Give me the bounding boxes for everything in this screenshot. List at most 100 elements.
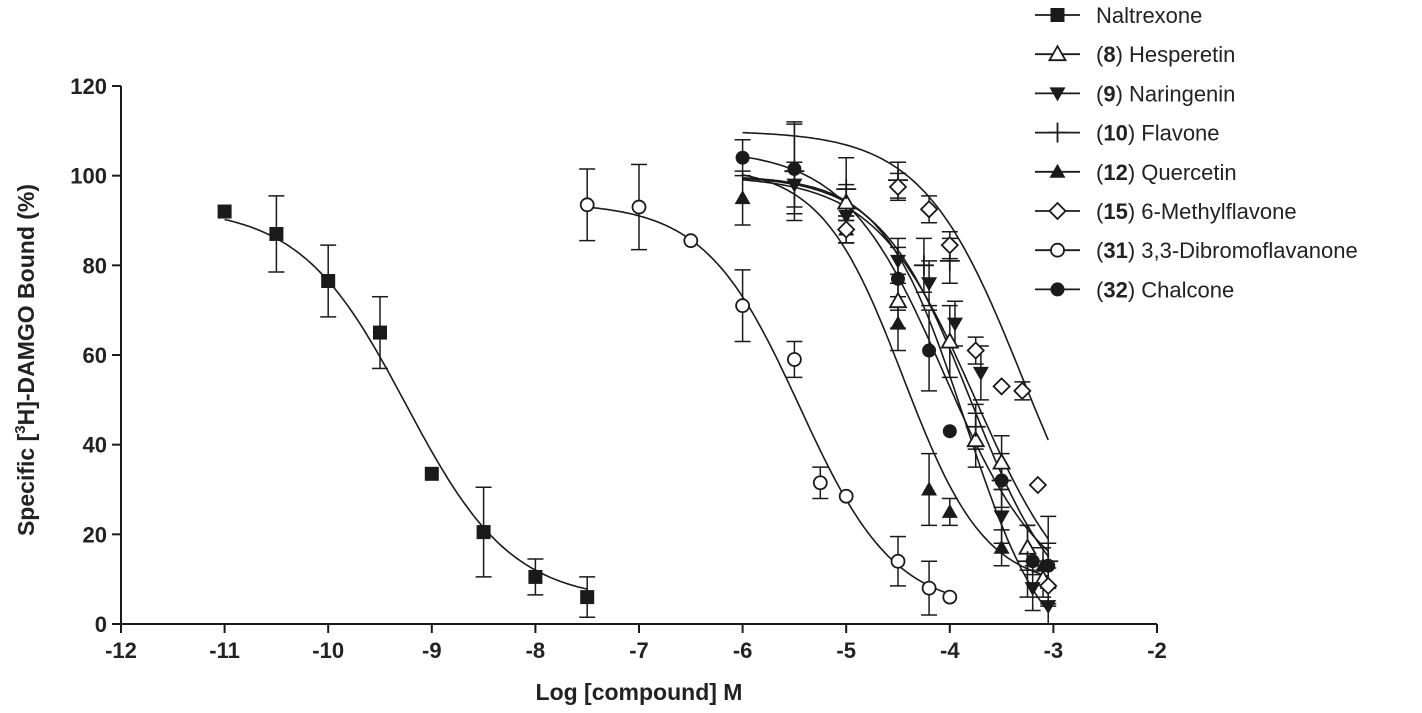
marker-naltrexone [476,525,491,540]
marker-legend-hesperetin [1047,44,1068,62]
marker-hesperetin [940,331,960,349]
legend-label: (15) 6-Methylflavone [1096,199,1297,224]
x-tick-label: -5 [836,638,856,663]
y-tick-label: 0 [95,612,107,637]
marker-chalcone [994,473,1009,488]
marker-naringenin [972,366,989,381]
marker-hesperetin [992,452,1012,470]
marker-6-methylflavone [966,341,985,360]
marker-naltrexone [373,325,387,340]
marker-chalcone [922,343,937,358]
marker-naringenin [921,277,938,292]
marker-naringenin [1040,600,1057,615]
x-tick-label: -3 [1044,638,1064,663]
marker-chalcone [891,271,905,286]
x-tick-label: -6 [733,638,753,663]
marker-naringenin [786,178,803,193]
marker-3-3-dibromoflavanone [787,352,802,367]
legend-item-quercetin: (12) Quercetin [1035,160,1237,185]
legend-item-flavone: (10) Flavone [1035,121,1220,146]
marker-naltrexone [269,226,284,241]
marker-naltrexone [528,569,543,584]
marker-chalcone [735,150,750,165]
marker-legend-naringenin [1049,87,1066,102]
axes: -12 -11 -10 -9 -8 -7 -6 -5 -4 -3 -2 0 20 40 60 80 100 120… [12,74,1167,705]
marker-3-3-dibromoflavanone [838,488,854,504]
marker-naringenin [890,254,906,269]
marker-6-methylflavone [940,235,960,255]
marker-3-3-dibromoflavanone [579,197,595,213]
fit-curve-chalcone [742,155,1049,552]
marker-naringenin [993,510,1010,525]
marker-naringenin [1024,582,1041,597]
marker-naltrexone [321,274,336,289]
legend-item-chalcone: (32) Chalcone [1035,277,1234,302]
marker-chalcone [942,424,957,439]
marker-6-methylflavone [992,377,1011,396]
fit-curve-naringenin [742,177,1049,557]
y-tick-label: 80 [83,253,107,278]
legend-item-naringenin: (9) Naringenin [1035,81,1235,106]
marker-3-3-dibromoflavanone [812,475,828,491]
legend-item-naltrexone: Naltrexone [1035,3,1202,28]
y-tick-label: 60 [83,343,107,368]
legend-label: (31) 3,3-Dibromoflavanone [1096,238,1358,263]
marker-6-methylflavone [1013,381,1032,401]
marker-chalcone [787,161,802,176]
marker-quercetin [890,315,906,330]
marker-naringenin [946,317,963,332]
legend-item-3-3-dibromoflavanone: (31) 3,3-Dibromoflavanone [1035,238,1358,263]
fit-curve-naltrexone [224,218,588,590]
legend-label: (8) Hesperetin [1096,42,1235,67]
marker-naltrexone [580,590,595,605]
legend-item-hesperetin: (8) Hesperetin [1035,42,1235,67]
marker-legend-6-methylflavone [1048,201,1067,221]
marker-quercetin [734,190,751,205]
marker-6-methylflavone [919,200,939,219]
marker-flavone [965,416,986,437]
legend-label: (32) Chalcone [1096,277,1234,302]
marker-legend-quercetin [1049,163,1066,178]
marker-naltrexone [217,204,232,219]
marker-legend-3-3-dibromoflavanone [1050,242,1065,258]
marker-hesperetin [836,192,856,210]
marker-3-3-dibromoflavanone [890,553,906,569]
legend-label: (10) Flavone [1096,121,1220,146]
marker-6-methylflavone [836,220,856,239]
marker-3-3-dibromoflavanone [942,589,958,605]
x-tick-label: -2 [1147,638,1167,663]
x-tick-label: -10 [312,638,344,663]
legend-item-6-methylflavone: (15) 6-Methylflavone [1035,199,1297,224]
y-tick-label: 100 [70,164,107,189]
marker-3-3-dibromoflavanone [683,233,699,249]
legend-label: (12) Quercetin [1096,160,1237,185]
marker-3-3-dibromoflavanone [921,580,937,596]
marker-naringenin [838,210,855,225]
marker-legend-chalcone [1050,282,1065,297]
x-axis-title: Log [compound] M [536,679,743,705]
data-markers [217,150,1059,615]
marker-3-3-dibromoflavanone [631,199,647,215]
y-axis-title: Specific [3H]-DAMGO Bound (%) [12,184,39,536]
marker-6-methylflavone [1028,475,1048,495]
x-tick-label: -11 [209,638,240,663]
marker-hesperetin [888,291,908,309]
y-tick-label: 120 [70,74,107,99]
x-tick-label: -12 [105,638,137,663]
x-tick-label: -8 [526,638,546,663]
marker-naltrexone [424,466,439,481]
x-tick-label: -9 [422,638,442,663]
legend: Naltrexone (8) Hesperetin (9) Naringenin (1… [1035,3,1358,302]
y-tick-label: 40 [83,433,107,458]
marker-quercetin [921,481,938,496]
marker-chalcone [1041,558,1056,573]
legend-label: Naltrexone [1096,3,1202,28]
marker-hesperetin [966,430,986,448]
marker-quercetin [941,503,958,518]
legend-label: (9) Naringenin [1096,81,1235,106]
fit-curve-3-3-dibromoflavanone [587,206,951,595]
marker-flavone [836,179,857,200]
marker-legend-flavone [1047,122,1068,143]
marker-chalcone [1025,554,1040,569]
